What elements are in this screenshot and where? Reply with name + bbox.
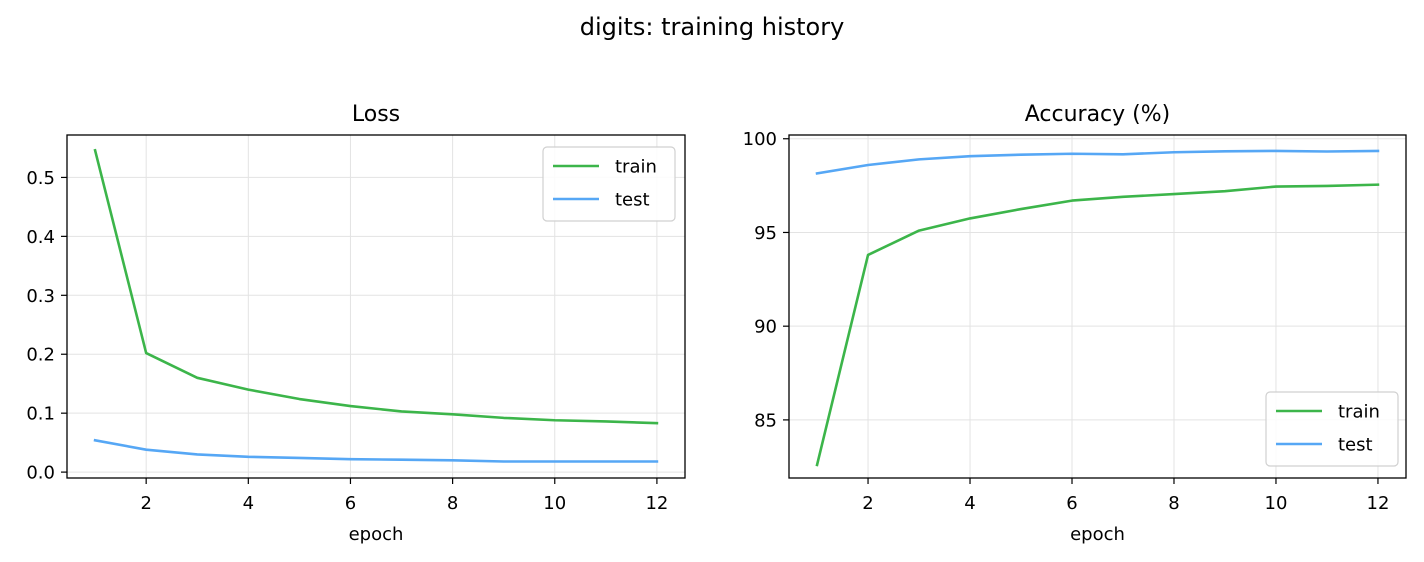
accuracy-y-tick-label: 85 [754, 410, 777, 431]
loss-x-tick-label: 6 [345, 493, 356, 514]
accuracy-x-tick-label: 2 [862, 493, 873, 514]
accuracy-series-train-line [815, 183, 1380, 467]
accuracy-series [815, 149, 1380, 467]
loss-subplot-title: Loss [352, 102, 400, 127]
accuracy-x-axis-label: epoch [1070, 524, 1125, 545]
loss-series-train-line [93, 148, 659, 425]
accuracy-x-tick-label: 10 [1265, 493, 1288, 514]
loss-x-tick-label: 10 [543, 493, 566, 514]
loss-x-tick-label: 8 [447, 493, 458, 514]
loss-y-tick-label: 0.5 [26, 168, 55, 189]
loss-y-tick-label: 0.0 [26, 463, 55, 484]
loss-legend: train test [542, 146, 676, 222]
accuracy-legend: train test [1265, 391, 1399, 467]
loss-axes-frame [66, 134, 686, 479]
accuracy-y-tick-label: 90 [754, 317, 777, 338]
accuracy-ticks: 2 4 6 8 10 12 85 90 95 100 [743, 129, 1390, 514]
loss-y-tick-label: 0.1 [26, 404, 55, 425]
loss-ticks: 2 4 6 8 10 12 0.0 0.1 0.2 0.3 0.4 0.5 [26, 168, 668, 514]
loss-x-tick-label: 12 [645, 493, 668, 514]
accuracy-legend-test-label: test [1338, 435, 1373, 456]
loss-x-axis-label: epoch [349, 524, 404, 545]
loss-x-tick-label: 2 [140, 493, 151, 514]
accuracy-y-tick-label: 100 [743, 129, 777, 150]
accuracy-x-tick-label: 6 [1066, 493, 1077, 514]
loss-x-tick-label: 4 [243, 493, 254, 514]
loss-subplot: Loss epoch 2 4 6 8 10 12 0.0 0.1 0.2 0.3 0.4 0.5 tra… [26, 102, 686, 545]
loss-y-tick-label: 0.2 [26, 345, 55, 366]
accuracy-x-tick-label: 8 [1168, 493, 1179, 514]
loss-y-tick-label: 0.4 [26, 227, 55, 248]
accuracy-axes-frame [788, 134, 1407, 479]
accuracy-series-test-line [815, 149, 1380, 175]
loss-legend-test-label: test [615, 190, 650, 211]
figure-title: digits: training history [580, 13, 845, 41]
accuracy-y-tick-label: 95 [754, 223, 777, 244]
accuracy-subplot: Accuracy (%) epoch 2 4 6 8 10 12 85 90 95 100 trai… [743, 102, 1407, 545]
accuracy-x-tick-label: 12 [1367, 493, 1390, 514]
accuracy-subplot-title: Accuracy (%) [1025, 102, 1171, 127]
loss-legend-train-label: train [615, 157, 657, 178]
loss-y-tick-label: 0.3 [26, 286, 55, 307]
loss-series-test-line [93, 438, 659, 463]
accuracy-legend-train-label: train [1338, 402, 1380, 423]
loss-series [93, 148, 659, 463]
accuracy-x-tick-label: 4 [964, 493, 975, 514]
